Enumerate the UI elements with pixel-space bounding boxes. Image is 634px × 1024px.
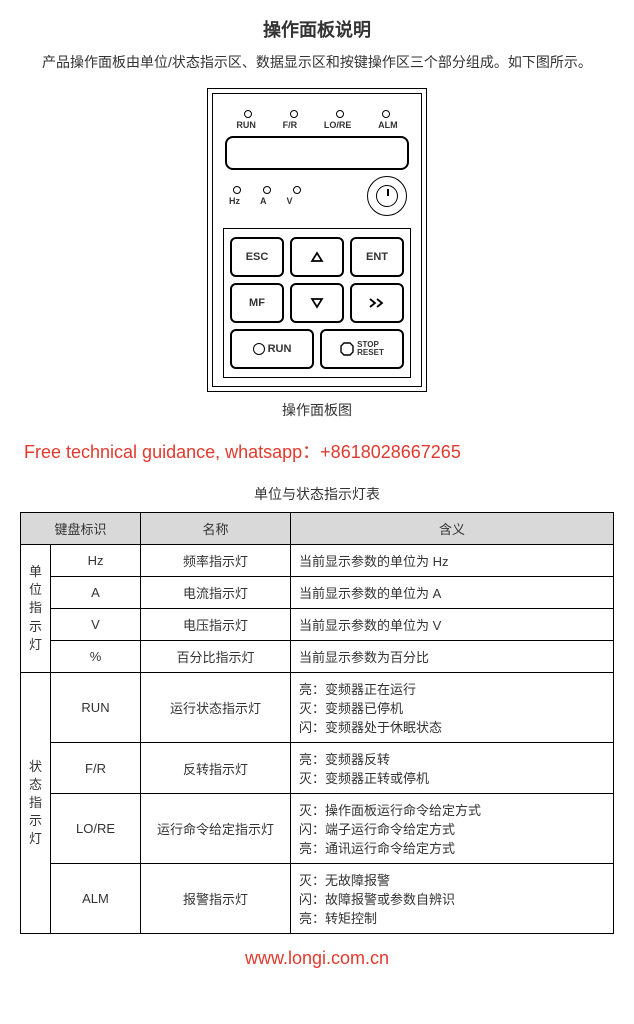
key-esc: ESC	[230, 237, 284, 277]
unit-label-v: V	[287, 196, 293, 206]
table-body: 单位指示灯 Hz 频率指示灯 当前显示参数的单位为 Hz A 电流指示灯 当前显…	[21, 545, 614, 934]
led-dot	[290, 110, 298, 118]
td-meaning: 亮：变频器正在运行灭：变频器已停机闪：变频器处于休眠状态	[291, 673, 614, 743]
th-name: 名称	[141, 513, 291, 545]
circle-icon	[253, 343, 265, 355]
td-name: 运行命令给定指示灯	[141, 794, 291, 864]
key-down	[290, 283, 344, 323]
key-shift	[350, 283, 404, 323]
page-title: 操作面板说明	[20, 16, 614, 42]
led-dot	[293, 186, 301, 194]
td-meaning: 当前显示参数为百分比	[291, 641, 614, 673]
td-code: ALM	[51, 864, 141, 934]
td-name: 反转指示灯	[141, 743, 291, 794]
led-dot	[336, 110, 344, 118]
td-meaning: 亮：变频器反转灭：变频器正转或停机	[291, 743, 614, 794]
key-ent: ENT	[350, 237, 404, 277]
panel-diagram: RUN F/R LO/RE ALM Hz A V	[207, 88, 427, 392]
table-row: 单位指示灯 Hz 频率指示灯 当前显示参数的单位为 Hz	[21, 545, 614, 577]
dial-knob	[367, 176, 407, 216]
top-led-labels: RUN F/R LO/RE ALM	[223, 120, 411, 130]
table-row: ALM 报警指示灯 灭：无故障报警闪：故障报警或参数自辨识亮：转矩控制	[21, 864, 614, 934]
panel-inner: RUN F/R LO/RE ALM Hz A V	[212, 93, 422, 387]
keypad: ESC ENT MF RUN	[223, 228, 411, 378]
unit-row: Hz A V	[223, 176, 411, 220]
promo-text: Free technical guidance, whatsapp：+86180…	[20, 438, 614, 464]
table-row: V 电压指示灯 当前显示参数的单位为 V	[21, 609, 614, 641]
td-name: 电压指示灯	[141, 609, 291, 641]
table-row: 状态指示灯 RUN 运行状态指示灯 亮：变频器正在运行灭：变频器已停机闪：变频器…	[21, 673, 614, 743]
td-code: V	[51, 609, 141, 641]
led-label-alm: ALM	[378, 120, 398, 130]
indicator-table: 键盘标识 名称 含义 单位指示灯 Hz 频率指示灯 当前显示参数的单位为 Hz …	[20, 512, 614, 934]
th-keypad-id: 键盘标识	[21, 513, 141, 545]
td-name: 百分比指示灯	[141, 641, 291, 673]
lcd-display	[225, 136, 409, 170]
td-code: Hz	[51, 545, 141, 577]
key-up	[290, 237, 344, 277]
led-dot	[244, 110, 252, 118]
td-meaning: 当前显示参数的单位为 Hz	[291, 545, 614, 577]
td-meaning: 灭：操作面板运行命令给定方式闪：端子运行命令给定方式亮：通讯运行命令给定方式	[291, 794, 614, 864]
table-row: A 电流指示灯 当前显示参数的单位为 A	[21, 577, 614, 609]
table-row: F/R 反转指示灯 亮：变频器反转灭：变频器正转或停机	[21, 743, 614, 794]
key-mf: MF	[230, 283, 284, 323]
td-meaning: 灭：无故障报警闪：故障报警或参数自辨识亮：转矩控制	[291, 864, 614, 934]
td-code: RUN	[51, 673, 141, 743]
td-code: A	[51, 577, 141, 609]
led-label-fr: F/R	[283, 120, 298, 130]
led-dot	[233, 186, 241, 194]
table-caption: 单位与状态指示灯表	[20, 484, 614, 504]
led-label-run: RUN	[236, 120, 256, 130]
table-row: % 百分比指示灯 当前显示参数为百分比	[21, 641, 614, 673]
intro-text: 产品操作面板由单位/状态指示区、数据显示区和按键操作区三个部分组成。如下图所示。	[20, 52, 614, 72]
chevron-down-icon	[310, 297, 324, 309]
led-label-lore: LO/RE	[324, 120, 352, 130]
table-row: LO/RE 运行命令给定指示灯 灭：操作面板运行命令给定方式闪：端子运行命令给定…	[21, 794, 614, 864]
td-code: %	[51, 641, 141, 673]
panel-caption: 操作面板图	[20, 400, 614, 420]
unit-label-hz: Hz	[229, 196, 240, 206]
double-chevron-right-icon	[368, 297, 386, 309]
td-meaning: 当前显示参数的单位为 V	[291, 609, 614, 641]
stop-octagon-icon	[340, 342, 354, 356]
td-code: LO/RE	[51, 794, 141, 864]
td-name: 频率指示灯	[141, 545, 291, 577]
side-unit: 单位指示灯	[21, 545, 51, 673]
key-stop-reset: STOPRESET	[320, 329, 404, 369]
td-name: 运行状态指示灯	[141, 673, 291, 743]
led-dot	[263, 186, 271, 194]
footer-url: www.longi.com.cn	[20, 948, 614, 969]
top-led-row	[225, 110, 409, 118]
unit-label-a: A	[260, 196, 267, 206]
td-name: 报警指示灯	[141, 864, 291, 934]
side-status: 状态指示灯	[21, 673, 51, 934]
table-header-row: 键盘标识 名称 含义	[21, 513, 614, 545]
td-code: F/R	[51, 743, 141, 794]
td-meaning: 当前显示参数的单位为 A	[291, 577, 614, 609]
chevron-up-icon	[310, 251, 324, 263]
td-name: 电流指示灯	[141, 577, 291, 609]
led-dot	[382, 110, 390, 118]
key-run: RUN	[230, 329, 314, 369]
th-meaning: 含义	[291, 513, 614, 545]
